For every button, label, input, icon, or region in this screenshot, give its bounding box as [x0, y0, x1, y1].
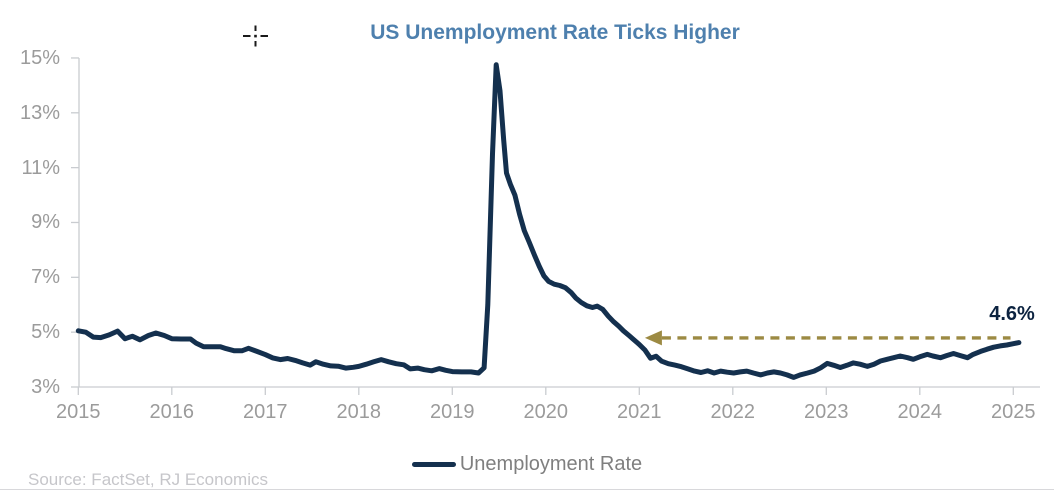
legend-line-swatch [411, 461, 456, 467]
bottom-divider [0, 489, 1054, 490]
legend-label: Unemployment Rate [459, 452, 643, 475]
x-axis-tick-label: 2024 [897, 401, 943, 423]
y-axis-tick-label: 5% [31, 321, 60, 344]
y-axis-tick-label: 9% [31, 211, 60, 234]
y-axis-tick-label: 15% [19, 46, 60, 69]
x-axis-tick-label: 2023 [804, 401, 849, 423]
x-axis-tick-label: 2025 [991, 401, 1036, 423]
x-axis-tick-label: 2015 [56, 401, 101, 423]
x-axis-tick-label: 2017 [243, 401, 288, 423]
x-axis-tick-label: 2022 [710, 401, 756, 423]
y-axis-tick-label: 7% [31, 266, 60, 289]
x-axis-tick-label: 2020 [523, 401, 569, 423]
x-axis-tick-label: 2019 [430, 401, 475, 423]
y-axis-tick-label: 11% [21, 156, 60, 179]
unemployment-rate-line [75, 62, 1022, 380]
annotation-arrowhead [644, 330, 662, 346]
y-axis-tick-label: 3% [31, 376, 60, 398]
chart-title: US Unemployment Rate Ticks Higher [370, 21, 740, 44]
annotation-arrow [644, 330, 1011, 346]
crosshair-cursor-icon [243, 25, 268, 47]
x-axis-tick-label: 2016 [149, 401, 195, 423]
annotation-value-label: 4.6% [989, 303, 1035, 325]
legend: Unemployment Rate [0, 450, 1054, 478]
x-axis-tick-label: 2018 [336, 401, 382, 423]
crosshair-center-dot [254, 34, 257, 38]
y-axis-tick-label: 13% [19, 101, 60, 124]
source-note: Source: FactSet, RJ Economics [28, 470, 268, 489]
x-axis-tick-label: 2021 [617, 401, 662, 423]
